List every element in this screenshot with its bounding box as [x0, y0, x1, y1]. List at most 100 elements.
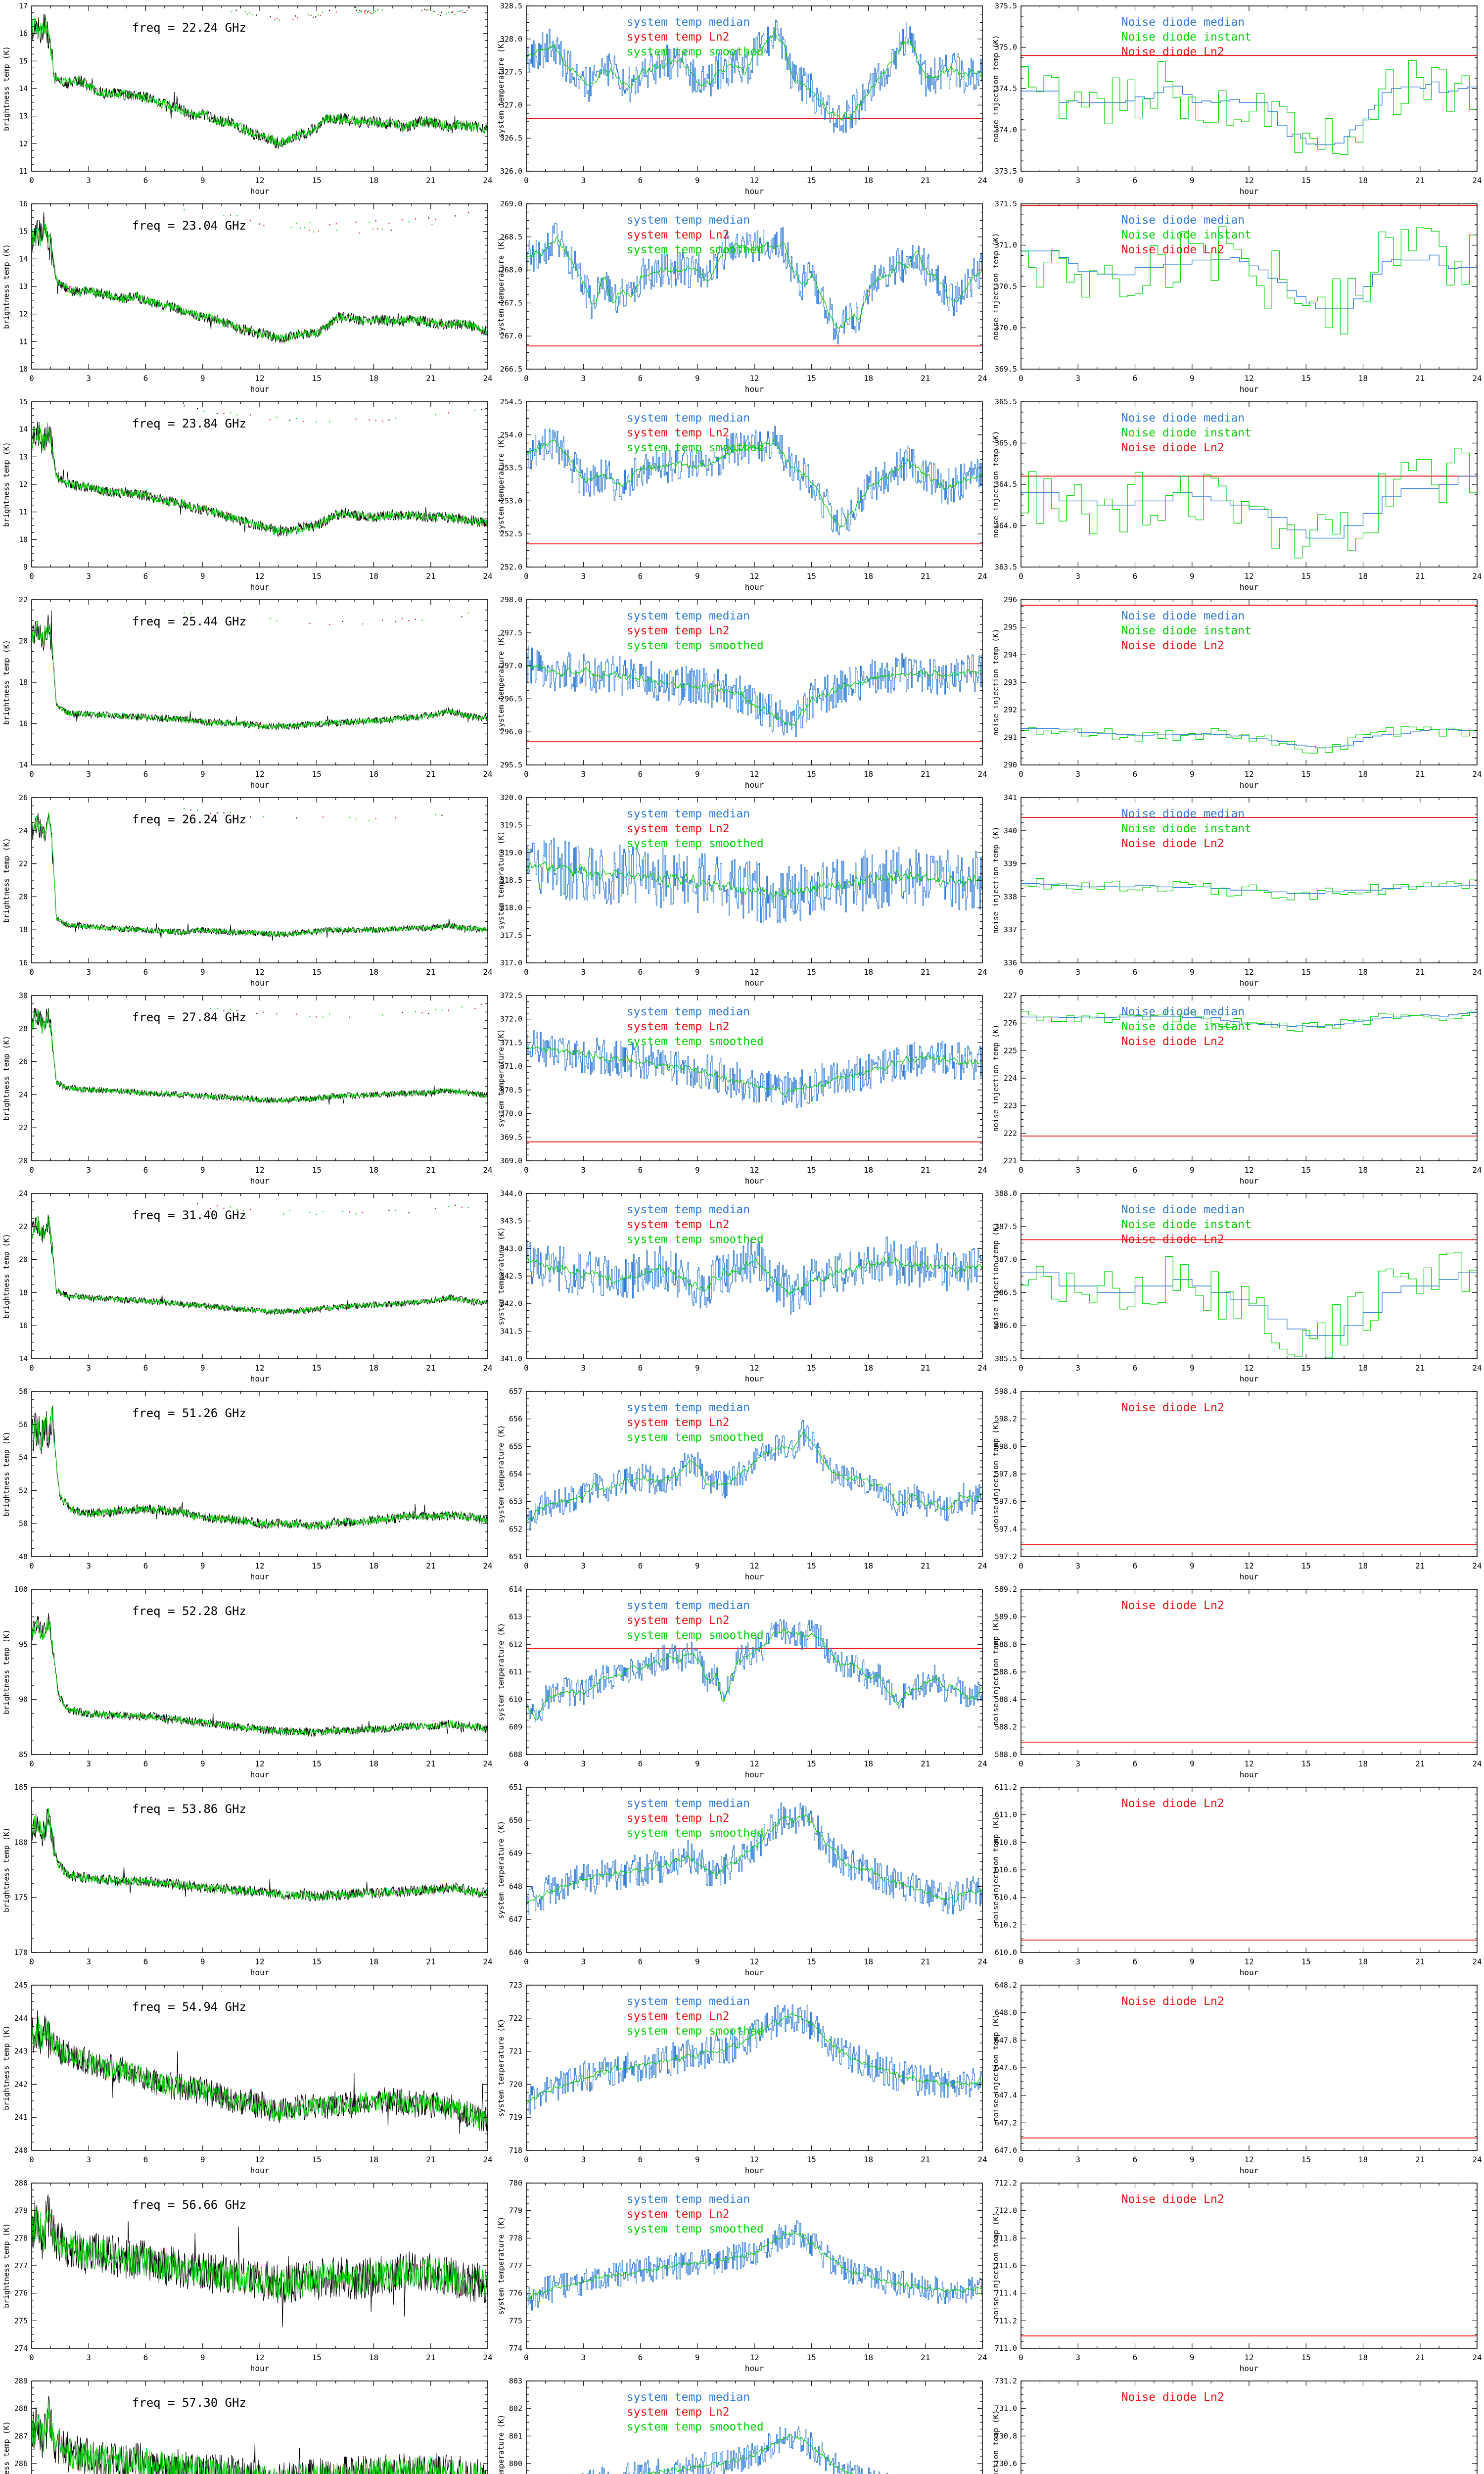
y-tick-label: 372.0	[500, 1015, 522, 1024]
plot-series-group	[32, 2010, 488, 2134]
plot-cell-row12-system: 0 3 6 9 12 15 18 21 24 hour 774 775 776 777 778 779 780 s…	[495, 2177, 989, 2375]
x-tick-label: 9	[200, 2155, 205, 2164]
y-tick-label: 16	[19, 199, 28, 208]
x-tick-label: 15	[312, 2353, 322, 2362]
legend-entry-red: system temp Ln2	[627, 1020, 730, 1033]
x-tick-label: 9	[1190, 2353, 1195, 2362]
x-tick-label: 9	[1190, 1957, 1195, 1966]
y-tick-label: 341.0	[500, 1354, 522, 1363]
y-axis-title: brightness temp (K)	[2, 1431, 11, 1517]
legend-entry-green: system temp smoothed	[627, 243, 764, 256]
y-tick-label: 22	[19, 859, 28, 868]
smoothed-data-trace	[32, 1808, 488, 1901]
noise-diode-median-trace	[1021, 250, 1477, 309]
plot-cell-row8-noise: 0 3 6 9 12 15 18 21 24 hour 597.2 597.4 597.6 597.8 59…	[989, 1385, 1484, 1583]
legend-entry-green: system temp smoothed	[627, 2025, 764, 2038]
y-tick-label: 612	[509, 1640, 522, 1649]
smoothed-data-trace	[32, 1217, 488, 1315]
axis-ticks	[1020, 2183, 1478, 2349]
plot-cell-row11-noise: 0 3 6 9 12 15 18 21 24 hour 647.0 647.2 647.4 647.6 64…	[989, 1979, 1484, 2177]
x-tick-label: 24	[483, 1363, 492, 1373]
y-tick-label: 291	[1004, 733, 1017, 742]
y-tick-label: 597.6	[995, 1497, 1017, 1506]
plot-frame	[1020, 2183, 1478, 2349]
system-temp-smoothed-trace	[526, 2012, 982, 2104]
plot-brightness-row11: 0 3 6 9 12 15 18 21 24 hour 240 241 242 243 244 245 brig…	[2, 1981, 493, 2175]
x-tick-label: 12	[1244, 2353, 1253, 2362]
y-tick-label: 611.2	[995, 1783, 1017, 1792]
outlier-dots-black	[342, 612, 488, 622]
x-axis-title: hour	[745, 2364, 764, 2373]
y-axis-title: noise injection temp (K)	[991, 1618, 1000, 1726]
x-tick-label: 18	[369, 1957, 378, 1966]
outlier-dots-red	[309, 618, 416, 625]
legend-entry-blue: Noise diode median	[1121, 1203, 1245, 1216]
y-tick-label: 240	[14, 2146, 28, 2155]
x-tick-label: 15	[807, 571, 816, 581]
plot-noise-row8: 0 3 6 9 12 15 18 21 24 hour 597.2 597.4 597.6 597.8 59…	[991, 1387, 1482, 1581]
y-axis-title: system temperature (K)	[497, 1227, 506, 1326]
plot-frame	[526, 203, 983, 370]
x-tick-label: 24	[483, 1759, 492, 1768]
x-tick-label: 12	[749, 1165, 759, 1175]
plot-frame	[31, 203, 488, 370]
outlier-dots-green	[230, 1201, 488, 1215]
x-tick-label: 21	[426, 967, 435, 977]
plot-brightness-row2: 0 3 6 9 12 15 18 21 24 hour 10 11 12 13 14 15 16 brightne…	[2, 199, 493, 394]
y-tick-label: 9	[23, 563, 28, 571]
y-tick-label: 341.5	[500, 1327, 522, 1335]
y-tick-label: 253.5	[500, 464, 522, 473]
legend-entry-red: system temp Ln2	[627, 1812, 730, 1825]
y-tick-label: 597.8	[995, 1470, 1017, 1478]
x-tick-label: 12	[749, 1759, 759, 1768]
x-tick-label: 15	[807, 967, 816, 977]
y-tick-label: 16	[19, 29, 28, 38]
y-tick-label: 775	[509, 2316, 522, 2325]
x-tick-label: 18	[864, 1363, 873, 1373]
y-tick-label: 375.5	[995, 1, 1017, 10]
y-tick-label: 28	[19, 1024, 28, 1033]
plot-brightness-row4: 0 3 6 9 12 15 18 21 24 hour 14 16 18 20 22 brightness t…	[2, 595, 493, 790]
y-tick-label: 371.5	[995, 199, 1017, 208]
x-tick-label: 24	[1472, 571, 1482, 581]
x-tick-label: 18	[864, 2353, 873, 2362]
x-tick-label: 18	[369, 1165, 378, 1175]
y-tick-label: 342.0	[500, 1299, 522, 1308]
y-tick-label: 10	[19, 535, 28, 544]
legend-entry-red: system temp Ln2	[627, 624, 730, 637]
plot-cell-row4-system: 0 3 6 9 12 15 18 21 24 hour 295.5 296.0 296.5 297.0 29…	[495, 594, 989, 792]
plot-brightness-row10: 0 3 6 9 12 15 18 21 24 hour 170 175 180 185 brightness…	[2, 1783, 493, 1977]
x-tick-label: 12	[749, 1957, 759, 1966]
plot-series-group	[1021, 605, 1477, 754]
y-tick-label: 336	[1004, 958, 1017, 967]
y-tick-label: 651	[509, 1552, 522, 1561]
x-tick-label: 0	[29, 1957, 34, 1966]
y-tick-label: 609	[509, 1722, 522, 1731]
x-tick-label: 12	[255, 2155, 264, 2164]
legend-entry-red: Noise diode Ln2	[1121, 1233, 1224, 1246]
smoothed-data-trace	[32, 2017, 488, 2130]
y-tick-label: 56	[19, 1420, 28, 1429]
y-tick-label: 610.4	[995, 1893, 1017, 1902]
y-tick-label: 100	[14, 1585, 28, 1594]
x-tick-label: 9	[695, 1165, 700, 1175]
axis-ticks	[31, 995, 488, 1161]
x-axis-title: hour	[1240, 1572, 1259, 1581]
x-tick-label: 21	[426, 1759, 435, 1768]
x-tick-label: 0	[524, 967, 529, 977]
x-tick-label: 21	[921, 176, 930, 185]
legend-entry-red: Noise diode Ln2	[1121, 2391, 1224, 2404]
x-tick-label: 9	[695, 571, 700, 581]
y-tick-label: 20	[19, 637, 28, 646]
axis-ticks	[526, 995, 983, 1161]
x-tick-label: 12	[1244, 176, 1253, 185]
y-tick-label: 286	[14, 2459, 28, 2468]
x-tick-label: 21	[1415, 571, 1425, 581]
y-tick-label: 722	[509, 2014, 522, 2023]
x-tick-label: 15	[807, 374, 816, 383]
y-tick-label: 13	[19, 452, 28, 461]
y-tick-label: 254.5	[500, 397, 522, 406]
plot-series-group	[526, 1420, 982, 1531]
x-tick-label: 0	[1019, 2353, 1023, 2362]
plot-series-group	[526, 2004, 982, 2115]
